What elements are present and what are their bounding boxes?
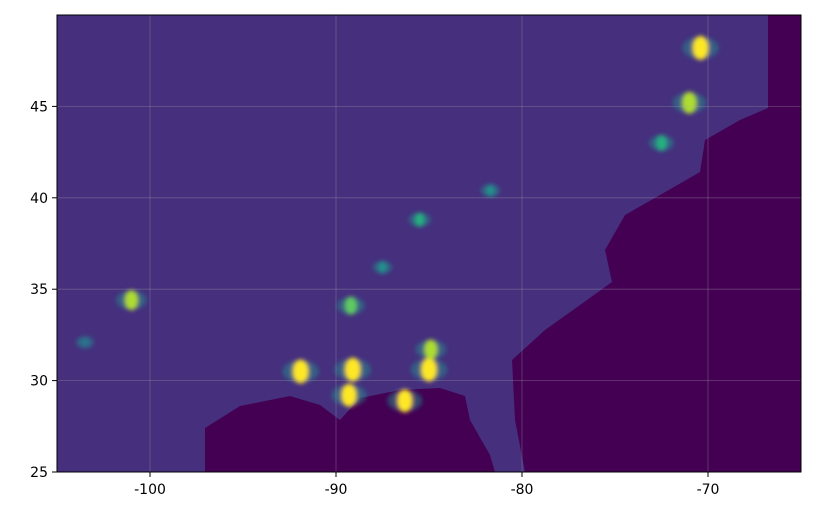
x-tick-label: -90 bbox=[325, 482, 348, 498]
y-tick-label: 45 bbox=[30, 99, 48, 115]
echo-feature bbox=[397, 389, 413, 413]
echo-feature bbox=[344, 357, 361, 382]
x-tick-label: -80 bbox=[511, 482, 534, 498]
atlantic-ocean-mask bbox=[512, 15, 801, 472]
echo-feature bbox=[485, 184, 495, 197]
y-tick-label: 30 bbox=[30, 374, 48, 390]
echo-feature bbox=[414, 212, 425, 227]
echo-feature bbox=[655, 134, 668, 151]
echo-feature bbox=[682, 91, 697, 114]
echo-feature bbox=[341, 383, 357, 407]
gulf-ocean-mask bbox=[205, 388, 495, 472]
y-tick-label: 40 bbox=[30, 191, 48, 207]
echo-feature bbox=[292, 359, 309, 384]
x-tick-label: -70 bbox=[697, 482, 720, 498]
echo-feature bbox=[378, 261, 387, 274]
x-tick-label: -100 bbox=[134, 482, 166, 498]
echo-feature bbox=[344, 296, 358, 315]
echo-feature bbox=[692, 35, 709, 60]
plot-frame bbox=[56, 14, 802, 473]
echo-feature bbox=[424, 339, 438, 360]
y-tick-label: 25 bbox=[30, 465, 48, 481]
y-tick-label: 35 bbox=[30, 282, 48, 298]
echo-feature bbox=[421, 357, 437, 382]
echo-feature bbox=[80, 336, 89, 348]
echo-feature bbox=[124, 290, 139, 311]
